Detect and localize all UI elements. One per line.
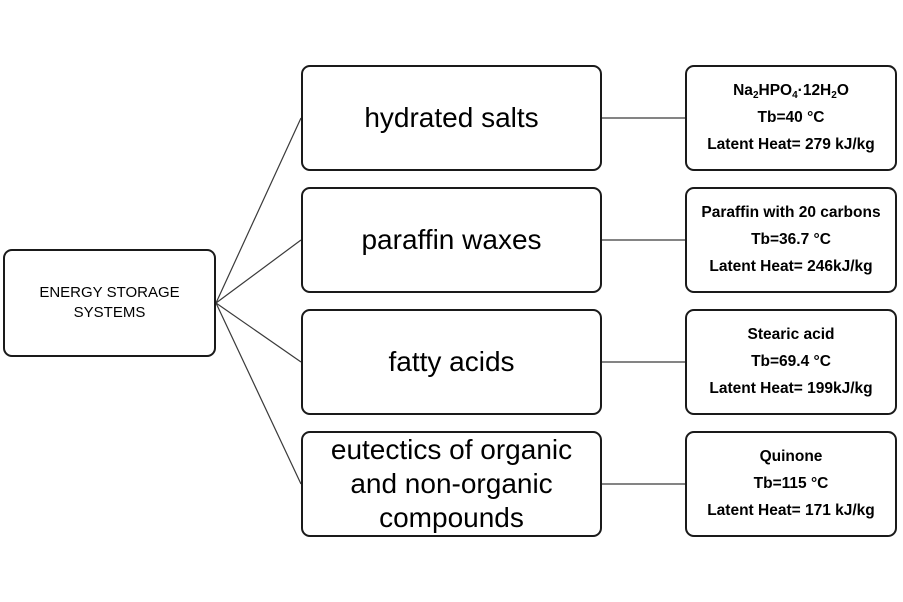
category-label-line1: eutectics of organic — [330, 434, 573, 465]
detail-paraffin-waxes: Paraffin with 20 carbons Tb=36.7 °C Late… — [685, 187, 897, 293]
detail-eutectics: Quinone Tb=115 °C Latent Heat= 171 kJ/kg — [685, 431, 897, 537]
detail-latent-heat: Latent Heat= 171 kJ/kg — [707, 502, 875, 519]
category-fatty-acids: fatty acids — [301, 309, 602, 415]
connector-root-eutectics — [215, 302, 302, 485]
detail-latent-heat: Latent Heat= 246kJ/kg — [709, 258, 873, 275]
connector-root-hydrated-salts — [215, 117, 302, 304]
connector-root-paraffin-waxes — [215, 239, 302, 304]
formula-part: HPO — [758, 82, 793, 99]
category-hydrated-salts: hydrated salts — [301, 65, 602, 171]
category-label: fatty acids — [388, 346, 515, 377]
detail-boiling-temp: Tb=69.4 °C — [751, 353, 831, 370]
category-eutectics: eutectics of organic and non-organic com… — [301, 431, 602, 537]
category-label: paraffin waxes — [361, 224, 542, 255]
detail-latent-heat: Latent Heat= 199kJ/kg — [709, 380, 873, 397]
formula-subscript: 2 — [831, 90, 837, 101]
detail-name: Stearic acid — [747, 326, 835, 343]
formula-part: ·12H — [797, 82, 832, 99]
detail-boiling-temp: Tb=40 °C — [757, 109, 825, 126]
category-paraffin-waxes: paraffin waxes — [301, 187, 602, 293]
detail-fatty-acids: Stearic acid Tb=69.4 °C Latent Heat= 199… — [685, 309, 897, 415]
energy-storage-systems-node: ENERGY STORAGE SYSTEMS — [3, 249, 216, 357]
category-label-line3: compounds — [379, 502, 524, 533]
root-label-line2: SYSTEMS — [73, 304, 146, 321]
category-label: hydrated salts — [364, 102, 539, 133]
detail-boiling-temp: Tb=115 °C — [753, 475, 829, 492]
detail-latent-heat: Latent Heat= 279 kJ/kg — [707, 136, 875, 153]
detail-formula: Na2HPO4·12H2O — [733, 82, 849, 101]
formula-part: O — [836, 82, 849, 99]
detail-boiling-temp: Tb=36.7 °C — [751, 231, 831, 248]
detail-name: Quinone — [759, 448, 823, 465]
detail-name: Paraffin with 20 carbons — [701, 204, 881, 221]
formula-subscript: 2 — [752, 90, 759, 101]
detail-hydrated-salts: Na2HPO4·12H2O Tb=40 °C Latent Heat= 279 … — [685, 65, 897, 171]
root-label-line1: ENERGY STORAGE — [39, 284, 180, 301]
category-label-line2: and non-organic — [350, 468, 553, 499]
formula-part: Na — [733, 82, 753, 99]
connector-root-fatty-acids — [215, 302, 302, 363]
formula-subscript: 4 — [792, 90, 798, 101]
